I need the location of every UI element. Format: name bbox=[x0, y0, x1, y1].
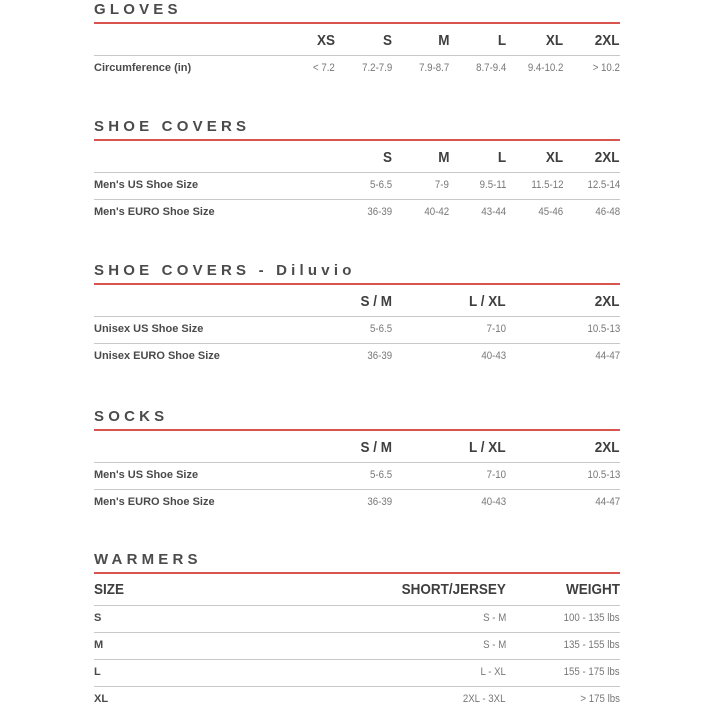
cell-value: L - XL bbox=[480, 666, 506, 678]
section-title: SOCKS bbox=[94, 408, 169, 425]
cell-value: S - M bbox=[482, 612, 506, 624]
column-header: L bbox=[497, 149, 506, 166]
divider bbox=[94, 343, 620, 344]
row-label: Men's EURO Shoe Size bbox=[94, 496, 215, 508]
row-label: Men's US Shoe Size bbox=[94, 179, 199, 191]
cell-value: 2XL - 3XL bbox=[463, 693, 506, 705]
section-title: GLOVES bbox=[94, 1, 182, 18]
cell-value: 36-39 bbox=[367, 206, 392, 218]
cell-value: 12.5-14 bbox=[587, 179, 620, 191]
section-title: SHOE COVERS bbox=[94, 118, 251, 135]
column-header: SHORT/JERSEY bbox=[401, 581, 506, 598]
column-header: 2XL bbox=[595, 439, 620, 456]
red-rule bbox=[94, 429, 620, 431]
divider bbox=[94, 659, 620, 660]
row-label: S bbox=[94, 612, 102, 624]
cell-value: 7-10 bbox=[486, 323, 506, 335]
divider bbox=[94, 489, 620, 490]
column-header: 2XL bbox=[595, 32, 620, 49]
divider bbox=[94, 316, 620, 317]
cell-value: 7-9 bbox=[435, 179, 449, 191]
column-header: S / M bbox=[360, 293, 392, 310]
cell-value: 46-48 bbox=[595, 206, 620, 218]
row-label: M bbox=[94, 639, 104, 651]
red-rule bbox=[94, 139, 620, 141]
cell-value: 40-42 bbox=[424, 206, 449, 218]
cell-value: < 7.2 bbox=[313, 62, 335, 74]
row-header: SIZE bbox=[94, 581, 125, 598]
cell-value: S - M bbox=[482, 639, 506, 651]
cell-value: 45-46 bbox=[538, 206, 563, 218]
cell-value: 135 - 155 lbs bbox=[564, 639, 620, 651]
section-title: SHOE COVERS - Diluvio bbox=[94, 262, 356, 279]
divider bbox=[94, 686, 620, 687]
column-header: S / M bbox=[360, 439, 392, 456]
red-rule bbox=[94, 572, 620, 574]
row-label: Unisex EURO Shoe Size bbox=[94, 350, 220, 362]
column-header: M bbox=[437, 32, 449, 49]
column-header: S bbox=[382, 149, 392, 166]
cell-value: 7.2-7.9 bbox=[361, 62, 392, 74]
cell-value: 5-6.5 bbox=[369, 469, 392, 481]
row-label: Men's EURO Shoe Size bbox=[94, 206, 215, 218]
column-header: 2XL bbox=[595, 149, 620, 166]
column-header: L / XL bbox=[469, 293, 506, 310]
column-header: 2XL bbox=[595, 293, 620, 310]
cell-value: 36-39 bbox=[367, 350, 392, 362]
divider bbox=[94, 632, 620, 633]
column-header: XS bbox=[316, 32, 335, 49]
cell-value: 7-10 bbox=[486, 469, 506, 481]
cell-value: 44-47 bbox=[595, 350, 620, 362]
divider bbox=[94, 55, 620, 56]
red-rule bbox=[94, 283, 620, 285]
divider bbox=[94, 605, 620, 606]
row-label: Men's US Shoe Size bbox=[94, 469, 199, 481]
divider bbox=[94, 462, 620, 463]
column-header: M bbox=[437, 149, 449, 166]
column-header: L / XL bbox=[469, 439, 506, 456]
cell-value: > 10.2 bbox=[592, 62, 620, 74]
divider bbox=[94, 199, 620, 200]
cell-value: 155 - 175 lbs bbox=[564, 666, 620, 678]
section-title: WARMERS bbox=[94, 551, 202, 568]
cell-value: 11.5-12 bbox=[530, 179, 563, 191]
cell-value: 9.4-10.2 bbox=[527, 62, 563, 74]
red-rule bbox=[94, 22, 620, 24]
cell-value: 10.5-13 bbox=[587, 469, 620, 481]
cell-value: 44-47 bbox=[595, 496, 620, 508]
row-label: XL bbox=[94, 693, 109, 705]
cell-value: 8.7-9.4 bbox=[475, 62, 506, 74]
divider bbox=[94, 172, 620, 173]
column-header: L bbox=[497, 32, 506, 49]
column-header: S bbox=[382, 32, 392, 49]
cell-value: 7.9-8.7 bbox=[418, 62, 449, 74]
cell-value: 5-6.5 bbox=[369, 323, 392, 335]
cell-value: 36-39 bbox=[367, 496, 392, 508]
cell-value: 9.5-11 bbox=[479, 179, 506, 191]
row-label: L bbox=[94, 666, 101, 678]
column-header: XL bbox=[545, 149, 563, 166]
cell-value: > 175 lbs bbox=[580, 693, 620, 705]
cell-value: 43-44 bbox=[481, 206, 506, 218]
cell-value: 5-6.5 bbox=[369, 179, 392, 191]
column-header: XL bbox=[545, 32, 563, 49]
column-header: WEIGHT bbox=[566, 581, 620, 598]
cell-value: 10.5-13 bbox=[587, 323, 620, 335]
row-label: Circumference (in) bbox=[94, 62, 192, 74]
row-label: Unisex US Shoe Size bbox=[94, 323, 204, 335]
cell-value: 100 - 135 lbs bbox=[564, 612, 620, 624]
cell-value: 40-43 bbox=[481, 496, 506, 508]
cell-value: 40-43 bbox=[481, 350, 506, 362]
